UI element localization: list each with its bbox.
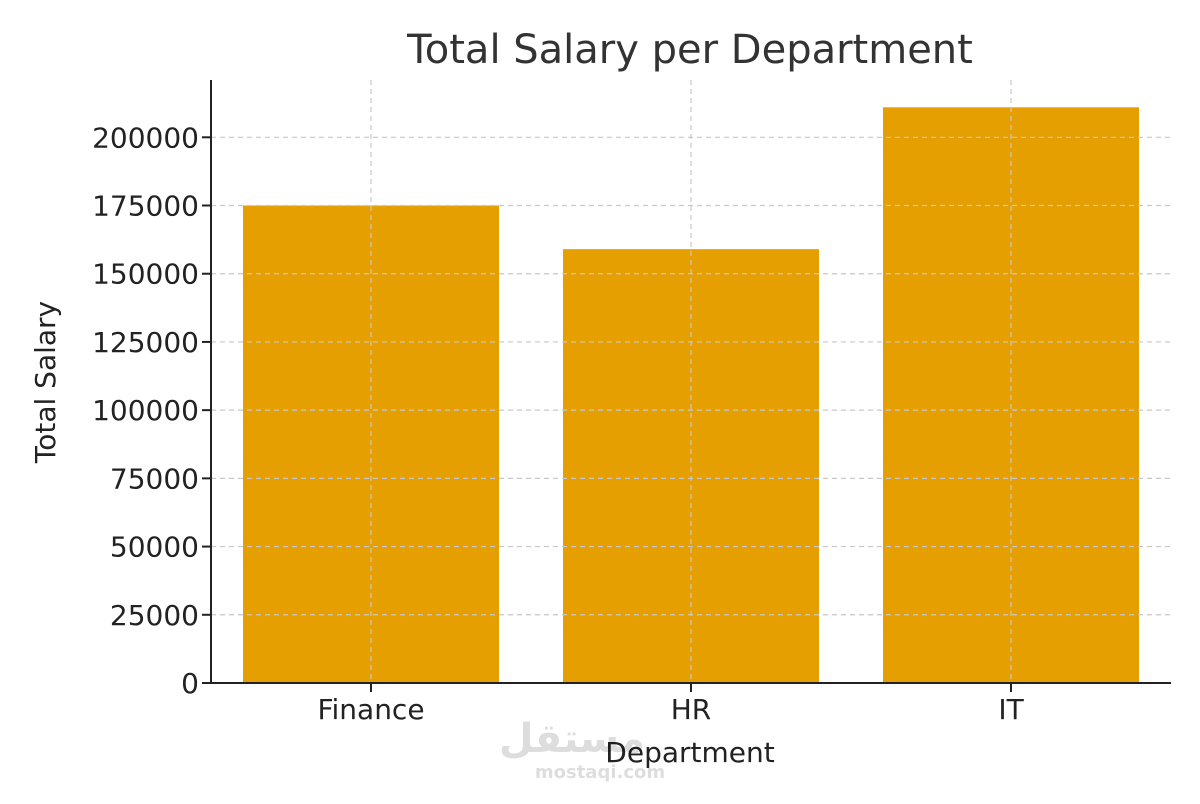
y-ticks: 0 25000 50000 75000 100000 125000 150000 175000…: [92, 121, 211, 700]
x-tick-label: HR: [671, 693, 712, 726]
y-tick-label: 100000: [92, 394, 199, 427]
watermark: مستقل mostaqi.com: [499, 716, 665, 783]
y-tick-label: 200000: [92, 121, 199, 154]
y-tick-label: 150000: [92, 258, 199, 291]
y-tick-label: 125000: [92, 326, 199, 359]
y-tick-label: 75000: [110, 462, 199, 495]
watermark-arabic: مستقل: [499, 716, 645, 762]
chart-title: Total Salary per Department: [406, 27, 973, 73]
y-tick-label: 0: [181, 667, 199, 700]
y-axis-label: Total Salary: [29, 301, 62, 464]
watermark-latin: mostaqi.com: [535, 762, 665, 783]
x-axis-label: Department: [605, 736, 774, 769]
y-tick-label: 25000: [110, 599, 199, 632]
x-tick-label: IT: [998, 693, 1024, 726]
x-ticks: Finance HR IT: [317, 683, 1025, 726]
y-tick-label: 50000: [110, 531, 199, 564]
x-tick-label: Finance: [317, 693, 424, 726]
bars: [243, 107, 1139, 684]
bar-hr: [563, 249, 819, 683]
y-tick-label: 175000: [92, 190, 199, 223]
grid-lines: [211, 80, 1171, 683]
